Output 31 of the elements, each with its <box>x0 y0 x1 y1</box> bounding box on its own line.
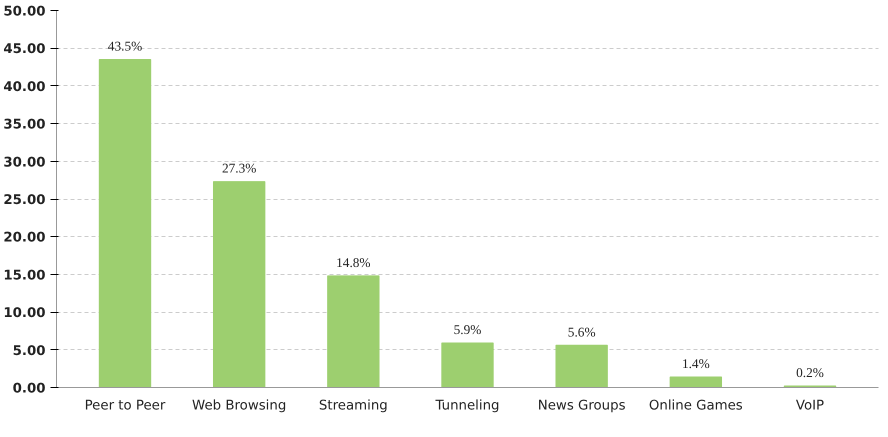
x-tick-label: Peer to Peer <box>84 398 166 414</box>
y-tick-label: 40.00 <box>3 80 46 95</box>
bar <box>555 344 608 388</box>
data-label: 27.3% <box>222 160 256 176</box>
x-tick-label: Web Browsing <box>192 398 286 414</box>
y-tick-label: 10.00 <box>3 306 46 322</box>
x-tick-label: Streaming <box>318 398 388 414</box>
y-tick-label: 20.00 <box>3 230 46 246</box>
x-tick-label: Online Games <box>648 398 743 414</box>
y-tick-label: 0.00 <box>12 382 46 396</box>
data-label: 14.8% <box>336 254 371 270</box>
data-label: 5.6% <box>568 324 596 340</box>
y-tick-label: 25.00 <box>3 193 46 208</box>
x-tick-label: News Groups <box>538 398 626 414</box>
y-tick-label: 50.00 <box>3 4 46 20</box>
bar <box>441 342 494 388</box>
y-tick-label: 5.00 <box>12 344 46 359</box>
data-label: 5.9% <box>454 322 482 338</box>
y-tick-label: 45.00 <box>3 42 46 58</box>
x-tick-label: Tunneling <box>434 398 500 414</box>
data-label: 43.5% <box>108 38 142 54</box>
x-tick-label: VoIP <box>796 398 824 414</box>
y-tick-label: 35.00 <box>3 118 46 133</box>
y-tick-label: 30.00 <box>3 155 46 170</box>
y-tick-label: 15.00 <box>3 268 46 284</box>
bar <box>98 59 152 388</box>
data-label: 0.2% <box>796 364 824 380</box>
bar <box>212 181 266 388</box>
data-label: 1.4% <box>682 356 710 371</box>
bar <box>327 275 380 388</box>
bar <box>670 376 722 388</box>
